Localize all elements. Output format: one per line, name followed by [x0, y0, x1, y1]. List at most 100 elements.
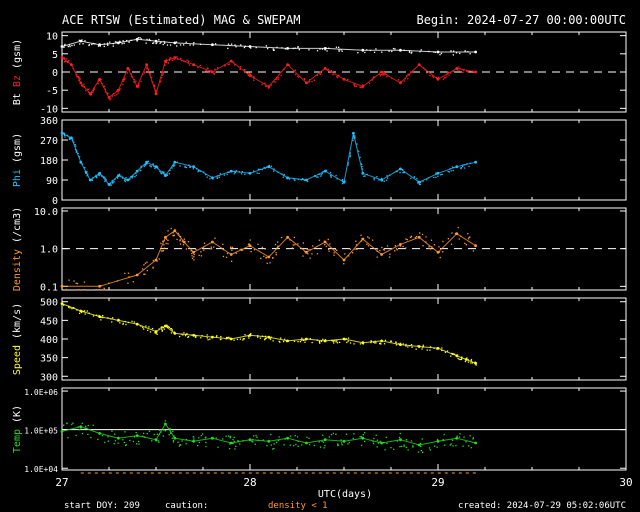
scatter-dot	[450, 50, 452, 52]
scatter-dot	[464, 360, 467, 363]
scatter-dot	[130, 73, 133, 75]
scatter-dot	[311, 80, 313, 83]
scatter-dot	[103, 176, 105, 178]
data-point	[474, 70, 477, 74]
scatter-dot	[284, 338, 286, 340]
scatter-dot	[148, 326, 150, 328]
data-point	[70, 63, 73, 67]
data-point	[173, 160, 177, 164]
scatter-dot	[172, 235, 174, 237]
scatter-dot	[347, 78, 349, 80]
scatter-dot	[230, 246, 232, 248]
scatter-dot	[364, 175, 366, 177]
panel-mag-ytick-label: -10	[40, 104, 58, 115]
scatter-dot	[435, 173, 437, 175]
scatter-dot	[169, 429, 171, 431]
scatter-dot	[277, 76, 279, 79]
scatter-dot	[83, 289, 85, 291]
scatter-dot	[459, 433, 461, 435]
data-point	[60, 302, 64, 305]
scatter-dot	[276, 77, 278, 79]
scatter-dot	[284, 438, 286, 440]
scatter-dot	[254, 443, 256, 445]
scatter-dot	[394, 245, 396, 247]
scatter-dot	[462, 71, 464, 73]
scatter-dot	[422, 346, 424, 348]
scatter-dot	[136, 86, 138, 88]
panel-phi-ytick-label: 180	[40, 156, 58, 167]
scatter-dot	[419, 442, 422, 445]
scatter-dot	[157, 167, 159, 169]
data-point	[342, 77, 346, 81]
scatter-dot	[376, 446, 378, 448]
data-point	[286, 47, 289, 50]
x-tick-label: 27	[55, 476, 68, 489]
scatter-dot	[77, 152, 79, 155]
scatter-dot	[199, 170, 201, 172]
scatter-dot	[230, 247, 232, 249]
scatter-dot	[84, 313, 86, 315]
scatter-dot	[338, 46, 340, 48]
scatter-dot	[463, 167, 466, 169]
scatter-dot	[90, 93, 92, 96]
scatter-dot	[112, 43, 114, 45]
scatter-dot	[157, 440, 159, 442]
scatter-dot	[383, 74, 385, 76]
scatter-dot	[242, 439, 244, 442]
scatter-dot	[127, 282, 129, 284]
scatter-dot	[191, 257, 194, 259]
scatter-dot	[270, 336, 272, 338]
scatter-dot	[71, 138, 73, 140]
scatter-dot	[360, 86, 362, 89]
scatter-dot	[467, 361, 470, 363]
scatter-dot	[156, 166, 159, 168]
scatter-dot	[227, 64, 229, 66]
scatter-dot	[104, 180, 106, 182]
series-temp-scatter	[63, 420, 474, 453]
scatter-dot	[435, 172, 437, 174]
scatter-dot	[240, 249, 243, 251]
scatter-dot	[299, 341, 302, 343]
data-point	[436, 250, 440, 254]
scatter-dot	[468, 165, 470, 168]
scatter-dot	[75, 282, 77, 284]
scatter-dot	[153, 433, 155, 436]
panel-phi-ytick-label: 360	[40, 116, 58, 127]
scatter-dot	[85, 89, 87, 92]
panel-phi-ytick-label: 90	[46, 176, 58, 187]
scatter-dot	[433, 244, 436, 246]
scatter-dot	[153, 166, 156, 168]
scatter-dot	[231, 260, 233, 262]
scatter-dot	[292, 177, 295, 180]
scatter-dot	[123, 441, 125, 444]
scatter-dot	[313, 444, 315, 447]
scatter-dot	[144, 164, 146, 166]
scatter-dot	[116, 90, 118, 92]
series-density-line	[62, 230, 476, 287]
scatter-dot	[341, 442, 343, 444]
scatter-dot	[371, 239, 374, 241]
scatter-dot	[326, 69, 328, 71]
scatter-dot	[63, 61, 66, 63]
panel-mag-ytick-label: 10	[46, 32, 58, 43]
scatter-dot	[319, 73, 322, 75]
scatter-dot	[92, 42, 94, 45]
scatter-dot	[274, 243, 277, 246]
scatter-dot	[166, 44, 169, 46]
scatter-dot	[385, 179, 388, 181]
scatter-dot	[197, 444, 199, 447]
scatter-dot	[321, 172, 323, 175]
scatter-dot	[380, 343, 382, 345]
data-point	[380, 441, 383, 445]
scatter-dot	[225, 435, 227, 437]
scatter-dot	[93, 88, 95, 90]
scatter-dot	[347, 443, 349, 445]
scatter-dot	[428, 245, 430, 248]
scatter-dot	[280, 236, 283, 239]
scatter-dot	[450, 72, 452, 74]
data-point	[229, 441, 233, 445]
scatter-dot	[168, 326, 170, 328]
scatter-dot	[85, 172, 87, 174]
scatter-dot	[100, 316, 102, 319]
scatter-dot	[69, 307, 71, 309]
